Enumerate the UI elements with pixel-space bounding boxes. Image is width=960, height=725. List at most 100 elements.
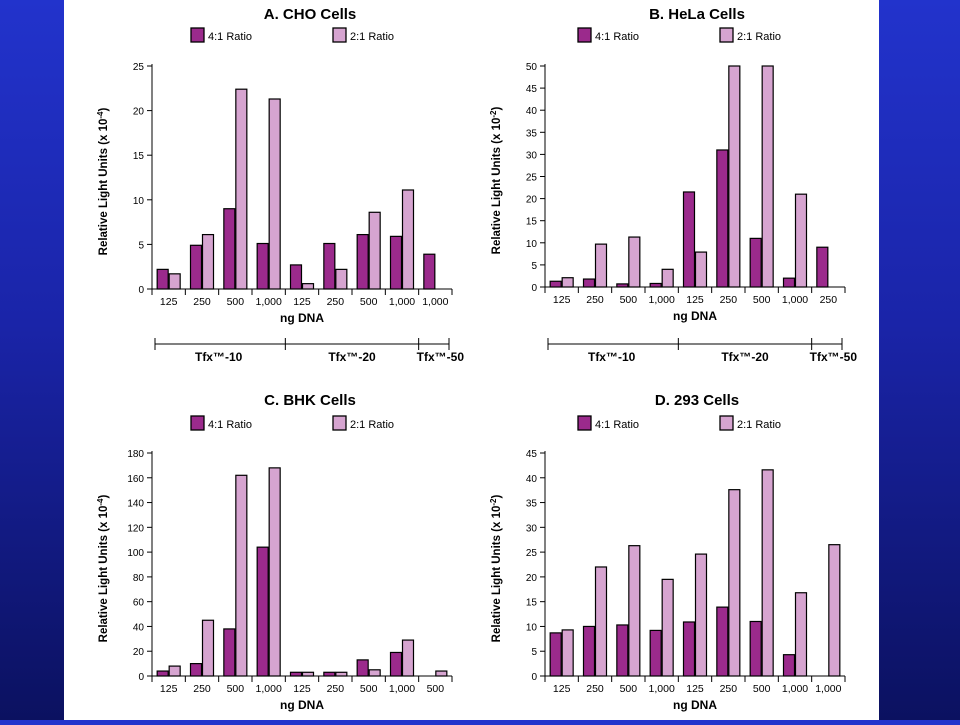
bar-2-1-8 — [828, 544, 841, 677]
y-axis-label-main: Relative Light Units (x 10 — [491, 118, 503, 255]
y-tick-label: 5 — [138, 240, 144, 251]
x-tick-label: 250 — [193, 296, 211, 308]
bar-2-1-0 — [168, 273, 181, 290]
bar-2-1-5 — [728, 489, 741, 677]
chart-title: D. 293 Cells — [655, 392, 739, 409]
x-tick-label: 250 — [720, 683, 738, 695]
x-tick-label: 125 — [293, 683, 311, 695]
group-label: Tfx™-50 — [417, 350, 465, 364]
x-tick-label: 500 — [360, 296, 378, 308]
bar-2-1-2 — [628, 236, 641, 288]
bar-2-1-3 — [661, 578, 674, 677]
y-tick-label: 10 — [526, 622, 538, 633]
bar-2-1-6 — [761, 469, 774, 677]
y-tick-label: 15 — [526, 217, 538, 228]
bar-4-1-7 — [782, 277, 796, 288]
bar-2-1-3 — [661, 268, 674, 288]
bar-4-1-6 — [356, 233, 369, 290]
legend-swatch — [332, 27, 347, 43]
y-axis-label-main: Relative Light Units (x 10 — [491, 506, 503, 643]
legend-swatch — [577, 415, 592, 431]
x-tick-label: 250 — [586, 683, 604, 695]
bar-4-1-1 — [582, 278, 596, 288]
bar-2-1-7 — [794, 592, 808, 677]
bar-4-1-6 — [749, 620, 762, 677]
x-tick-label: 1,000 — [256, 683, 282, 695]
group-label: Tfx™-20 — [721, 350, 769, 364]
bar-4-1-2 — [223, 208, 236, 290]
bar-4-1-7 — [782, 654, 796, 677]
x-tick-label: 1,000 — [649, 294, 675, 306]
y-tick-label: 30 — [526, 523, 538, 534]
y-axis-label-exponent: -4 — [96, 111, 105, 119]
bar-2-1-7 — [401, 639, 415, 677]
chart-title: A. CHO Cells — [264, 6, 357, 23]
y-tick-label: 5 — [531, 647, 537, 658]
bar-4-1-5 — [716, 149, 729, 288]
y-tick-label: 0 — [531, 283, 537, 294]
bar-4-1-5 — [716, 606, 729, 677]
bar-2-1-6 — [368, 211, 381, 290]
bar-2-1-3 — [268, 467, 281, 677]
x-tick-label: 250 — [327, 296, 345, 308]
bar-4-1-0 — [549, 280, 562, 288]
y-tick-label: 25 — [133, 62, 145, 73]
bar-4-1-3 — [256, 242, 269, 290]
bar-4-1-3 — [256, 546, 269, 677]
y-tick-label: 25 — [526, 173, 538, 184]
y-tick-label: 40 — [133, 622, 145, 633]
bar-2-1-6 — [368, 669, 381, 677]
legend-label: 4:1 Ratio — [208, 31, 252, 43]
y-tick-label: 25 — [526, 548, 538, 559]
x-axis-title: ng DNA — [280, 311, 324, 325]
x-tick-label: 250 — [586, 294, 604, 306]
y-axis-label-main: Relative Light Units (x 10 — [98, 119, 110, 256]
y-tick-label: 0 — [138, 285, 144, 296]
bar-4-1-5 — [323, 242, 336, 290]
slide: A. CHO Cells 4:1 Ratio 2:1 Ratio 0 5 10 15 20 25… — [64, 0, 879, 720]
bar-4-1-4 — [289, 264, 303, 290]
bar-2-1-4 — [301, 283, 315, 290]
x-tick-label: 500 — [753, 683, 771, 695]
x-tick-label: 500 — [227, 683, 245, 695]
chart-0: A. CHO Cells 4:1 Ratio 2:1 Ratio 0 5 10 15 20 25… — [96, 6, 465, 364]
x-tick-label: 125 — [553, 683, 571, 695]
bar-2-1-1 — [201, 233, 215, 290]
legend-label: 2:1 Ratio — [350, 419, 394, 431]
y-tick-label: 45 — [526, 449, 538, 460]
bar-2-1-2 — [235, 474, 248, 677]
bar-4-1-1 — [582, 625, 596, 677]
bar-4-1-1 — [189, 663, 203, 677]
bar-2-1-7 — [794, 193, 808, 288]
y-tick-label: 15 — [133, 151, 145, 162]
x-tick-label: 500 — [753, 294, 771, 306]
y-tick-label: 40 — [526, 474, 538, 485]
y-axis-label-close: ) — [491, 106, 503, 110]
y-tick-label: 20 — [133, 107, 145, 118]
x-tick-label: 250 — [327, 683, 345, 695]
bar-2-1-6 — [761, 65, 774, 288]
y-tick-label: 5 — [531, 261, 537, 272]
bar-2-1-2 — [628, 545, 641, 677]
bar-4-1-3 — [649, 282, 662, 288]
x-tick-label: 1,000 — [389, 296, 415, 308]
group-label: Tfx™-20 — [328, 350, 376, 364]
legend-label: 2:1 Ratio — [737, 31, 781, 43]
chart-2: C. BHK Cells 4:1 Ratio 2:1 Ratio 0 20 40 60 80 1… — [96, 392, 453, 712]
y-tick-label: 80 — [133, 573, 145, 584]
chart-1: B. HeLa Cells 4:1 Ratio 2:1 Ratio 0 5 10 15 20 2… — [489, 6, 858, 364]
bar-4-1-0 — [549, 632, 562, 677]
legend-label: 4:1 Ratio — [208, 419, 252, 431]
x-tick-label: 1,000 — [389, 683, 415, 695]
bar-2-1-3 — [268, 98, 281, 290]
y-tick-label: 60 — [133, 598, 145, 609]
x-tick-label: 250 — [720, 294, 738, 306]
x-tick-label: 250 — [820, 294, 838, 306]
y-axis-label-close: ) — [98, 494, 110, 498]
bar-2-1-1 — [594, 243, 608, 288]
y-tick-label: 30 — [526, 150, 538, 161]
y-axis-label: Relative Light Units (x 10-2) — [489, 106, 504, 254]
chart-3: D. 293 Cells 4:1 Ratio 2:1 Ratio 0 5 10 15 20 25… — [489, 392, 846, 712]
chart-title: B. HeLa Cells — [649, 6, 745, 23]
bar-4-1-0 — [156, 670, 169, 677]
